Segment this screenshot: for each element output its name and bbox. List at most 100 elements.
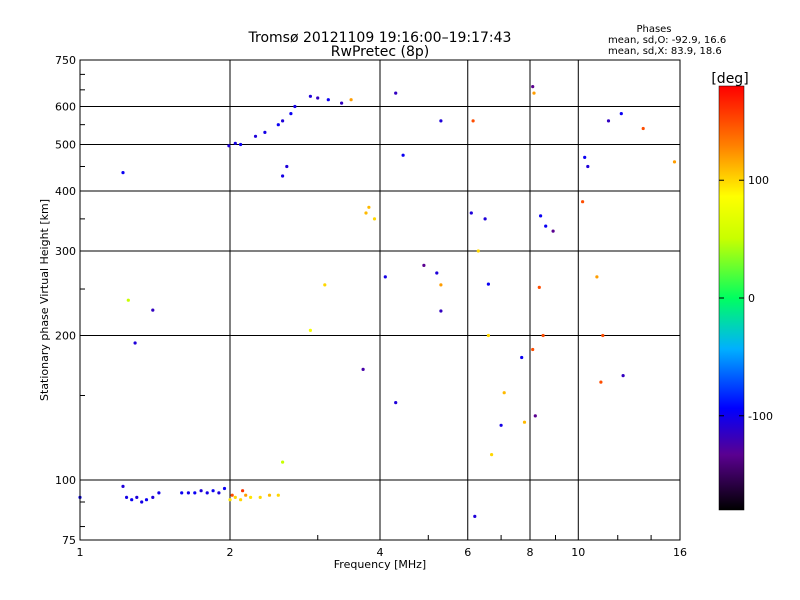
data-point xyxy=(541,333,545,338)
data-point xyxy=(522,420,527,424)
data-point xyxy=(531,347,535,352)
data-point xyxy=(499,423,503,427)
data-point xyxy=(326,98,330,102)
y-tick-label: 200 xyxy=(55,330,76,343)
data-point xyxy=(599,380,603,384)
data-point xyxy=(205,491,209,495)
data-point xyxy=(316,96,320,100)
data-point xyxy=(157,491,161,495)
data-point xyxy=(422,263,426,267)
data-point xyxy=(121,171,125,175)
data-point xyxy=(490,453,494,457)
data-point xyxy=(372,217,377,221)
colorbar-label: [deg] xyxy=(711,71,748,87)
data-point xyxy=(483,217,487,221)
data-point xyxy=(222,486,227,491)
data-point xyxy=(619,112,623,116)
data-point xyxy=(672,160,677,164)
data-point xyxy=(263,130,267,134)
data-point xyxy=(439,309,443,313)
data-point xyxy=(199,489,203,493)
data-point xyxy=(293,104,297,109)
x-tick-label: 8 xyxy=(527,546,534,559)
y-tick-label: 750 xyxy=(55,54,76,67)
data-point xyxy=(537,285,541,289)
data-point xyxy=(476,249,480,253)
data-point xyxy=(151,495,155,499)
data-point xyxy=(539,214,543,218)
y-tick-label: 75 xyxy=(62,534,76,547)
data-point xyxy=(186,491,190,495)
data-point xyxy=(249,495,253,499)
y-tick-label: 600 xyxy=(55,101,76,114)
data-point xyxy=(281,174,285,178)
data-point xyxy=(544,224,548,228)
chart-subtitle: RwPretec (8p) xyxy=(331,44,429,60)
data-point xyxy=(135,495,139,499)
data-point xyxy=(308,328,312,332)
data-point xyxy=(361,367,365,371)
data-point xyxy=(471,119,475,123)
data-point xyxy=(281,119,285,123)
data-point xyxy=(586,164,590,169)
phase-stats-o: mean, sd,O: -92.9, 16.6 xyxy=(608,35,726,46)
data-point xyxy=(144,498,149,502)
data-point xyxy=(239,498,243,502)
data-point xyxy=(267,493,272,497)
plot-frame xyxy=(79,59,681,541)
data-point xyxy=(151,308,155,312)
data-point xyxy=(211,489,215,493)
y-axis-label: Stationary phase Virtual Height [km] xyxy=(38,199,51,401)
x-axis-label: Frequency [MHz] xyxy=(334,558,426,571)
data-point xyxy=(276,493,280,497)
data-point xyxy=(486,333,490,338)
data-point xyxy=(349,98,353,102)
colorbar-tick-label: -100 xyxy=(748,410,773,423)
data-point xyxy=(276,123,280,127)
data-point xyxy=(532,91,536,95)
data-point xyxy=(364,211,368,215)
data-point xyxy=(217,491,221,495)
x-tick-label: 10 xyxy=(571,546,585,559)
data-point xyxy=(601,333,605,338)
data-point xyxy=(641,126,645,131)
data-point xyxy=(533,414,537,418)
data-point xyxy=(551,229,555,233)
colorbar-ticks: 100 0 -100 xyxy=(719,174,773,423)
data-points xyxy=(78,85,677,519)
grid-lines xyxy=(80,60,680,540)
data-point xyxy=(486,282,490,286)
data-point xyxy=(401,153,405,157)
data-point xyxy=(435,271,439,275)
data-point xyxy=(469,211,473,215)
data-point xyxy=(473,514,477,519)
data-point xyxy=(227,144,231,148)
data-point xyxy=(323,283,327,287)
x-tick-label: 1 xyxy=(77,546,84,559)
data-point xyxy=(281,460,285,464)
data-point xyxy=(233,495,237,499)
data-point xyxy=(308,94,312,98)
x-tick-label: 16 xyxy=(673,546,687,559)
data-point xyxy=(394,91,398,95)
colorbar-tick-label: 100 xyxy=(748,174,769,187)
x-tick-label: 4 xyxy=(377,546,384,559)
data-point xyxy=(606,119,611,123)
data-point xyxy=(383,275,387,279)
data-point xyxy=(180,491,184,495)
data-point xyxy=(583,155,587,159)
x-tick-label: 6 xyxy=(464,546,471,559)
data-point xyxy=(439,119,443,123)
data-point xyxy=(340,101,344,105)
data-point xyxy=(121,484,125,488)
data-point xyxy=(130,498,134,502)
data-point xyxy=(258,495,262,499)
data-point xyxy=(285,164,289,169)
data-point xyxy=(126,298,130,302)
data-point xyxy=(239,142,243,147)
phase-stats-title: Phases xyxy=(636,24,671,35)
data-point xyxy=(439,283,443,287)
y-tick-label: 400 xyxy=(55,185,76,198)
data-point xyxy=(233,141,237,145)
